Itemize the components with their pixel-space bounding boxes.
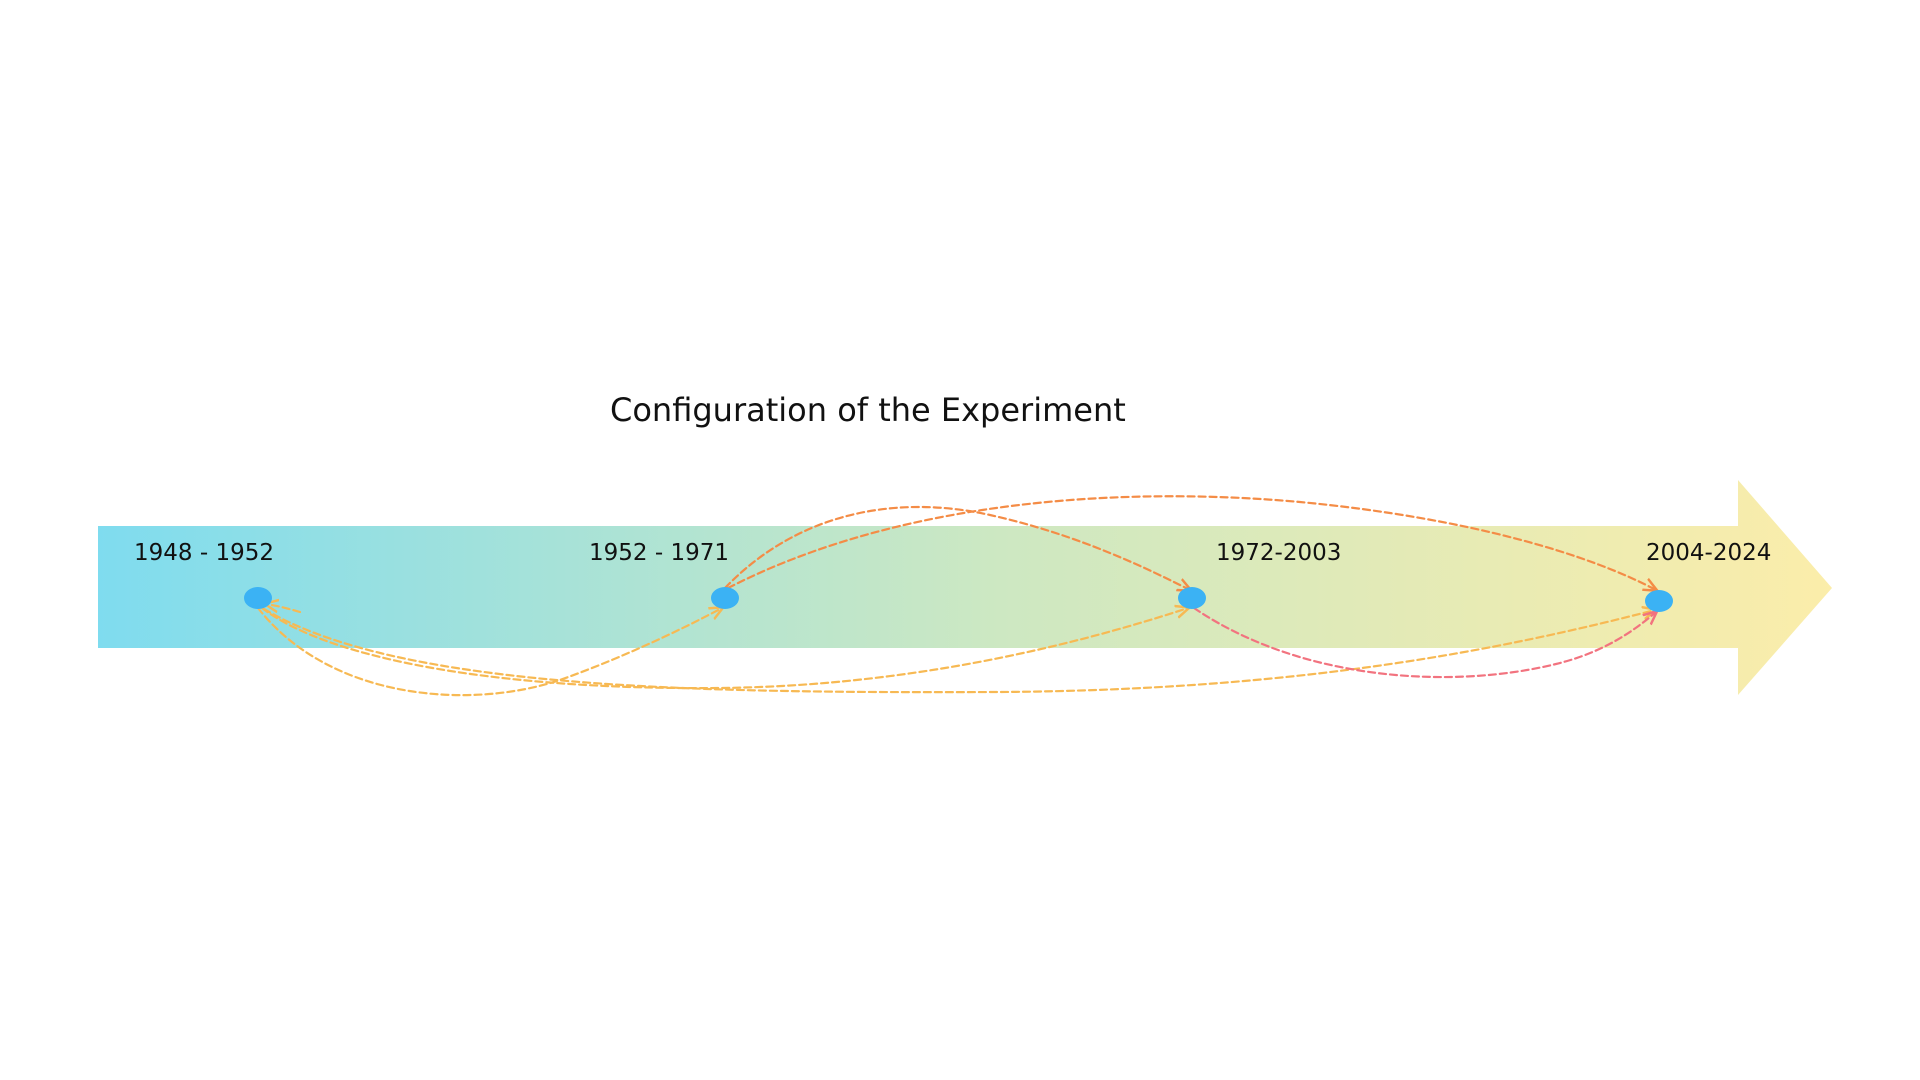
- period-label-1: 1948 - 1952: [134, 540, 274, 566]
- link-p1-to-p4: [262, 609, 1655, 694]
- link-p3-to-p4: [1192, 606, 1656, 679]
- period-node-3: [1178, 587, 1206, 609]
- nodes-layer: 1948 - 1952 1952 - 1971 1972-2003 2004-2024: [134, 540, 1771, 612]
- link-p1-to-p3: [260, 608, 1188, 690]
- link-p2-to-p4: [726, 495, 1656, 590]
- period-label-3: 1972-2003: [1216, 540, 1341, 566]
- diagram-title: Configuration of the Experiment: [610, 391, 1126, 429]
- link-p2-to-p3: [723, 505, 1190, 590]
- links-layer: [256, 495, 1656, 697]
- link-p1-to-p2: [256, 608, 722, 697]
- timeline-arrow: [98, 480, 1832, 695]
- period-node-2: [711, 587, 739, 609]
- period-label-4: 2004-2024: [1646, 540, 1771, 566]
- period-label-2: 1952 - 1971: [589, 540, 729, 566]
- period-node-4: [1645, 590, 1673, 612]
- period-node-1: [244, 587, 272, 609]
